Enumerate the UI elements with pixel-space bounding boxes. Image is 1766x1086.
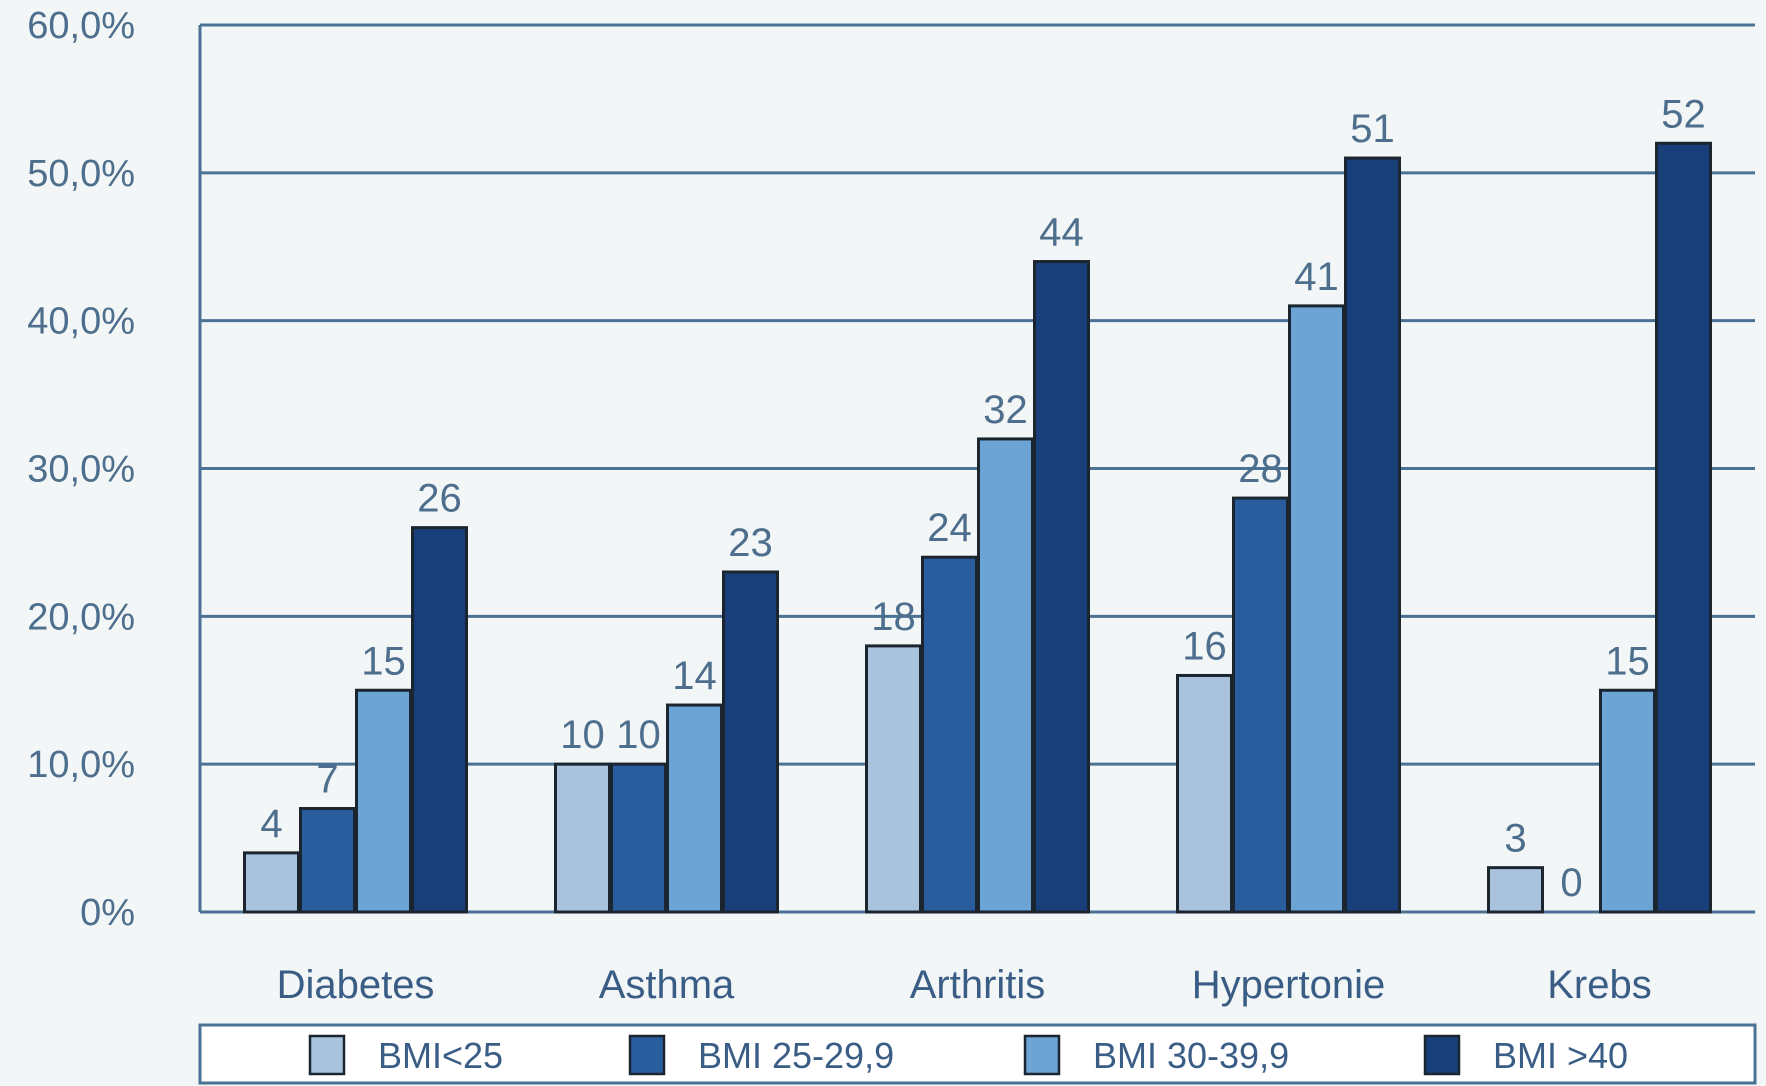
bar-diabetes-series-0: [243, 851, 300, 914]
bar-asthma-series-2: [666, 703, 723, 914]
data-label: 0: [1560, 861, 1582, 905]
bar-asthma-series-0: [554, 762, 611, 914]
data-label: 15: [361, 639, 406, 683]
data-label: 4: [260, 802, 282, 846]
legend-label: BMI 30-39,9: [1093, 1035, 1289, 1076]
data-label: 26: [417, 477, 462, 521]
bar-diabetes-series-3: [411, 526, 468, 914]
legend-label: BMI >40: [1493, 1035, 1628, 1076]
bar-hypertonie-series-2: [1288, 304, 1345, 914]
data-label: 10: [616, 713, 661, 757]
bar-hypertonie-series-1: [1232, 496, 1289, 914]
data-label: 14: [672, 654, 717, 698]
y-tick-label: 10,0%: [27, 744, 135, 786]
data-label: 23: [728, 521, 773, 565]
data-label: 3: [1504, 817, 1526, 861]
category-label-hypertonie: Hypertonie: [1192, 963, 1385, 1007]
bar-hypertonie-series-0: [1176, 673, 1233, 914]
bar-arthritis-series-0: [865, 644, 922, 914]
category-label-asthma: Asthma: [599, 963, 735, 1007]
legend-swatch: [308, 1034, 346, 1076]
legend-box: [198, 1023, 1757, 1085]
data-label: 16: [1182, 624, 1227, 668]
y-tick-label: 60,0%: [27, 5, 135, 47]
data-label: 10: [560, 713, 605, 757]
data-label: 7: [316, 758, 338, 802]
bar-asthma-series-1: [610, 762, 667, 914]
x-axis-category-labels: Diabetes Asthma Arthritis Hypertonie Krebs: [277, 963, 1652, 1007]
data-label: 51: [1350, 107, 1395, 151]
data-label: 28: [1238, 447, 1283, 491]
legend-swatch: [628, 1034, 666, 1076]
data-label: 15: [1605, 639, 1650, 683]
y-tick-label: 20,0%: [27, 596, 135, 638]
bar-diabetes-series-2: [355, 688, 412, 914]
category-label-arthritis: Arthritis: [910, 963, 1046, 1007]
bars: [243, 141, 1712, 914]
y-tick-label: 30,0%: [27, 449, 135, 491]
bar-krebs-series-3: [1655, 141, 1712, 914]
y-tick-label: 50,0%: [27, 153, 135, 195]
bar-arthritis-series-3: [1033, 260, 1090, 914]
data-label: 32: [983, 388, 1028, 432]
bar-krebs-series-0: [1487, 866, 1544, 914]
bar-arthritis-series-2: [977, 437, 1034, 914]
data-label: 52: [1661, 92, 1706, 136]
y-tick-label: 40,0%: [27, 301, 135, 343]
data-label: 41: [1294, 255, 1339, 299]
bar-krebs-series-2: [1599, 688, 1656, 914]
legend-label: BMI 25-29,9: [698, 1035, 894, 1076]
y-tick-label: 0%: [80, 892, 135, 934]
legend: BMI<25 BMI 25-29,9 BMI 30-39,9 BMI >40: [198, 1023, 1757, 1085]
legend-label: BMI<25: [378, 1035, 503, 1076]
data-label: 24: [927, 506, 972, 550]
category-label-diabetes: Diabetes: [277, 963, 435, 1007]
bar-asthma-series-3: [722, 570, 779, 914]
data-label: 44: [1039, 211, 1084, 255]
legend-swatch: [1023, 1034, 1061, 1076]
bar-hypertonie-series-3: [1344, 156, 1401, 914]
bar-diabetes-series-1: [299, 807, 356, 914]
y-axis-tick-labels: 0% 10,0% 20,0% 30,0% 40,0% 50,0% 60,0%: [27, 5, 135, 934]
category-label-krebs: Krebs: [1547, 963, 1652, 1007]
bar-arthritis-series-1: [921, 555, 978, 914]
legend-swatch: [1423, 1034, 1461, 1076]
data-label: 18: [871, 595, 916, 639]
